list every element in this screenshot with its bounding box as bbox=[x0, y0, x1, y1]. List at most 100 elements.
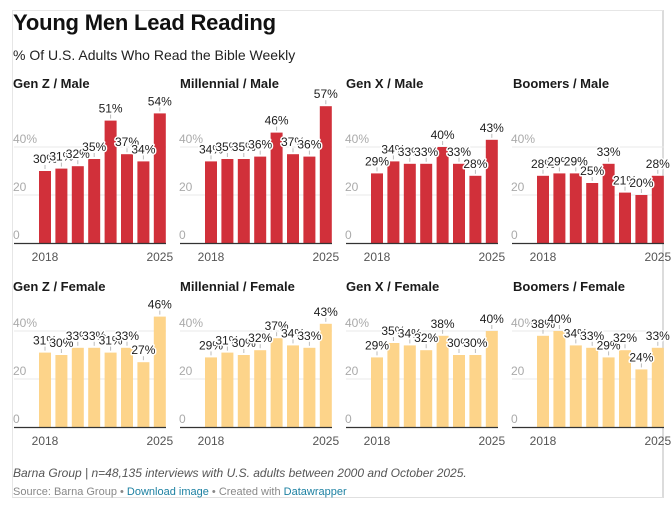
bar bbox=[287, 345, 299, 427]
x-tick-label: 2018 bbox=[364, 250, 391, 264]
data-label: 30% bbox=[232, 336, 256, 350]
data-label: 28% bbox=[646, 157, 670, 171]
data-label: 31% bbox=[49, 150, 73, 164]
bar bbox=[537, 335, 549, 427]
chart-notes: Barna Group | n=48,135 interviews with U… bbox=[13, 466, 467, 480]
chart-title: Young Men Lead Reading bbox=[13, 10, 276, 35]
y-tick-label: 40% bbox=[345, 316, 369, 330]
data-label: 33% bbox=[447, 145, 471, 159]
bar bbox=[153, 316, 166, 427]
data-label: 33% bbox=[297, 329, 321, 343]
bar bbox=[137, 161, 150, 243]
data-label: 40% bbox=[547, 312, 571, 326]
bar bbox=[553, 173, 566, 243]
data-label: 21% bbox=[613, 174, 637, 188]
data-label: 24% bbox=[629, 350, 653, 364]
data-label: 30% bbox=[447, 336, 471, 350]
bar bbox=[469, 355, 482, 427]
data-label: 33% bbox=[115, 329, 139, 343]
y-tick-label: 20 bbox=[13, 364, 27, 378]
data-label: 30% bbox=[33, 152, 57, 166]
bar bbox=[153, 113, 166, 244]
chart-footer: Source: Barna Group • Download image • C… bbox=[13, 486, 347, 498]
bar bbox=[104, 120, 117, 243]
bar bbox=[469, 175, 482, 243]
bar bbox=[387, 161, 400, 243]
data-label: 40% bbox=[431, 128, 455, 142]
bar bbox=[88, 159, 101, 243]
data-label: 37% bbox=[281, 135, 305, 149]
data-label: 35% bbox=[232, 140, 256, 154]
bar bbox=[121, 347, 133, 427]
bar bbox=[619, 350, 631, 427]
bar bbox=[55, 168, 68, 243]
bar bbox=[586, 183, 599, 243]
data-label: 29% bbox=[547, 154, 571, 168]
bar bbox=[619, 192, 631, 243]
bar bbox=[88, 347, 101, 427]
x-tick-label: 2025 bbox=[312, 434, 339, 448]
bar bbox=[651, 347, 664, 427]
bar bbox=[221, 352, 234, 427]
y-tick-label: 20 bbox=[179, 364, 193, 378]
data-label: 29% bbox=[199, 338, 223, 352]
data-label: 20% bbox=[629, 176, 653, 190]
bar bbox=[651, 175, 664, 243]
bar bbox=[453, 355, 465, 427]
y-tick-label: 0 bbox=[13, 412, 20, 426]
bar bbox=[635, 195, 648, 243]
data-label: 28% bbox=[531, 157, 555, 171]
bar bbox=[485, 331, 498, 427]
y-tick-label: 20 bbox=[345, 180, 359, 194]
data-label: 29% bbox=[597, 338, 621, 352]
y-tick-label: 40% bbox=[13, 132, 37, 146]
x-tick-label: 2025 bbox=[146, 434, 173, 448]
data-label: 35% bbox=[215, 140, 239, 154]
bar bbox=[453, 163, 465, 243]
bar bbox=[436, 147, 449, 243]
bar bbox=[387, 343, 400, 427]
bar bbox=[39, 171, 51, 243]
y-tick-label: 0 bbox=[345, 228, 352, 242]
bar bbox=[71, 166, 84, 243]
chart-subtitle: % Of U.S. Adults Who Read the Bible Week… bbox=[13, 47, 296, 63]
y-tick-label: 0 bbox=[345, 412, 352, 426]
y-tick-label: 20 bbox=[511, 180, 525, 194]
datawrapper-link[interactable]: Datawrapper bbox=[283, 486, 347, 498]
download-image-link[interactable]: Download image bbox=[126, 486, 209, 498]
data-label: 31% bbox=[215, 334, 239, 348]
y-tick-label: 20 bbox=[179, 180, 193, 194]
bar bbox=[104, 352, 117, 427]
data-label: 30% bbox=[49, 336, 73, 350]
bar bbox=[371, 357, 383, 427]
data-label: 31% bbox=[33, 334, 57, 348]
x-tick-label: 2018 bbox=[530, 434, 557, 448]
data-label: 43% bbox=[480, 121, 504, 135]
y-tick-label: 40% bbox=[179, 316, 203, 330]
bar bbox=[71, 347, 84, 427]
data-label: 29% bbox=[564, 154, 588, 168]
x-tick-label: 2025 bbox=[644, 250, 671, 264]
data-label: 34% bbox=[131, 142, 155, 156]
bar bbox=[303, 156, 316, 243]
bar bbox=[586, 347, 599, 427]
bar bbox=[221, 159, 234, 243]
data-label: 33% bbox=[646, 329, 670, 343]
x-tick-label: 2025 bbox=[644, 434, 671, 448]
data-label: 36% bbox=[248, 138, 272, 152]
data-label: 32% bbox=[414, 331, 438, 345]
data-label: 25% bbox=[580, 164, 604, 178]
bar bbox=[205, 161, 217, 243]
bar bbox=[121, 154, 133, 243]
bar bbox=[403, 345, 416, 427]
x-tick-label: 2018 bbox=[198, 250, 225, 264]
x-tick-label: 2025 bbox=[146, 250, 173, 264]
data-label: 37% bbox=[115, 135, 139, 149]
y-tick-label: 40% bbox=[345, 132, 369, 146]
source-text: Source: Barna Group bbox=[13, 486, 117, 498]
data-label: 29% bbox=[365, 338, 389, 352]
data-label: 38% bbox=[431, 317, 455, 331]
y-tick-label: 0 bbox=[179, 228, 186, 242]
y-tick-label: 40% bbox=[179, 132, 203, 146]
bar bbox=[553, 331, 566, 427]
